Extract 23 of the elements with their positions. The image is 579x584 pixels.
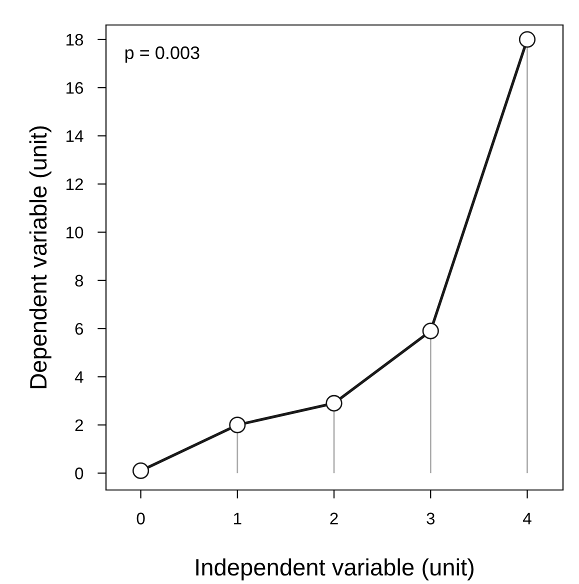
y-tick-label: 18 xyxy=(66,34,84,46)
y-tick-label: 10 xyxy=(66,226,84,238)
y-axis-title: Dependent variable (unit) xyxy=(29,126,52,388)
x-tick-label: 2 xyxy=(330,512,338,524)
x-tick-label: 4 xyxy=(523,512,532,524)
x-tick-label: 3 xyxy=(426,512,435,524)
y-tick-label: 14 xyxy=(66,130,84,142)
y-tick-label: 0 xyxy=(75,468,84,480)
y-tick-label: 16 xyxy=(66,82,84,94)
point xyxy=(518,31,536,48)
y-tick-label: 2 xyxy=(75,419,83,431)
point xyxy=(132,462,150,480)
y-tick-label: 6 xyxy=(75,322,84,335)
point xyxy=(422,322,439,340)
x-axis-title: Independent variable (unit) xyxy=(196,558,474,580)
point xyxy=(229,416,246,434)
y-tick-label: 4 xyxy=(74,371,84,383)
annotation: p = 0.003 xyxy=(125,46,200,63)
y-tick-label: 12 xyxy=(66,178,83,190)
y-tick-label: 8 xyxy=(75,274,84,287)
x-tick-label: 0 xyxy=(136,512,145,524)
x-tick-label: 1 xyxy=(234,512,242,524)
point xyxy=(326,394,342,412)
